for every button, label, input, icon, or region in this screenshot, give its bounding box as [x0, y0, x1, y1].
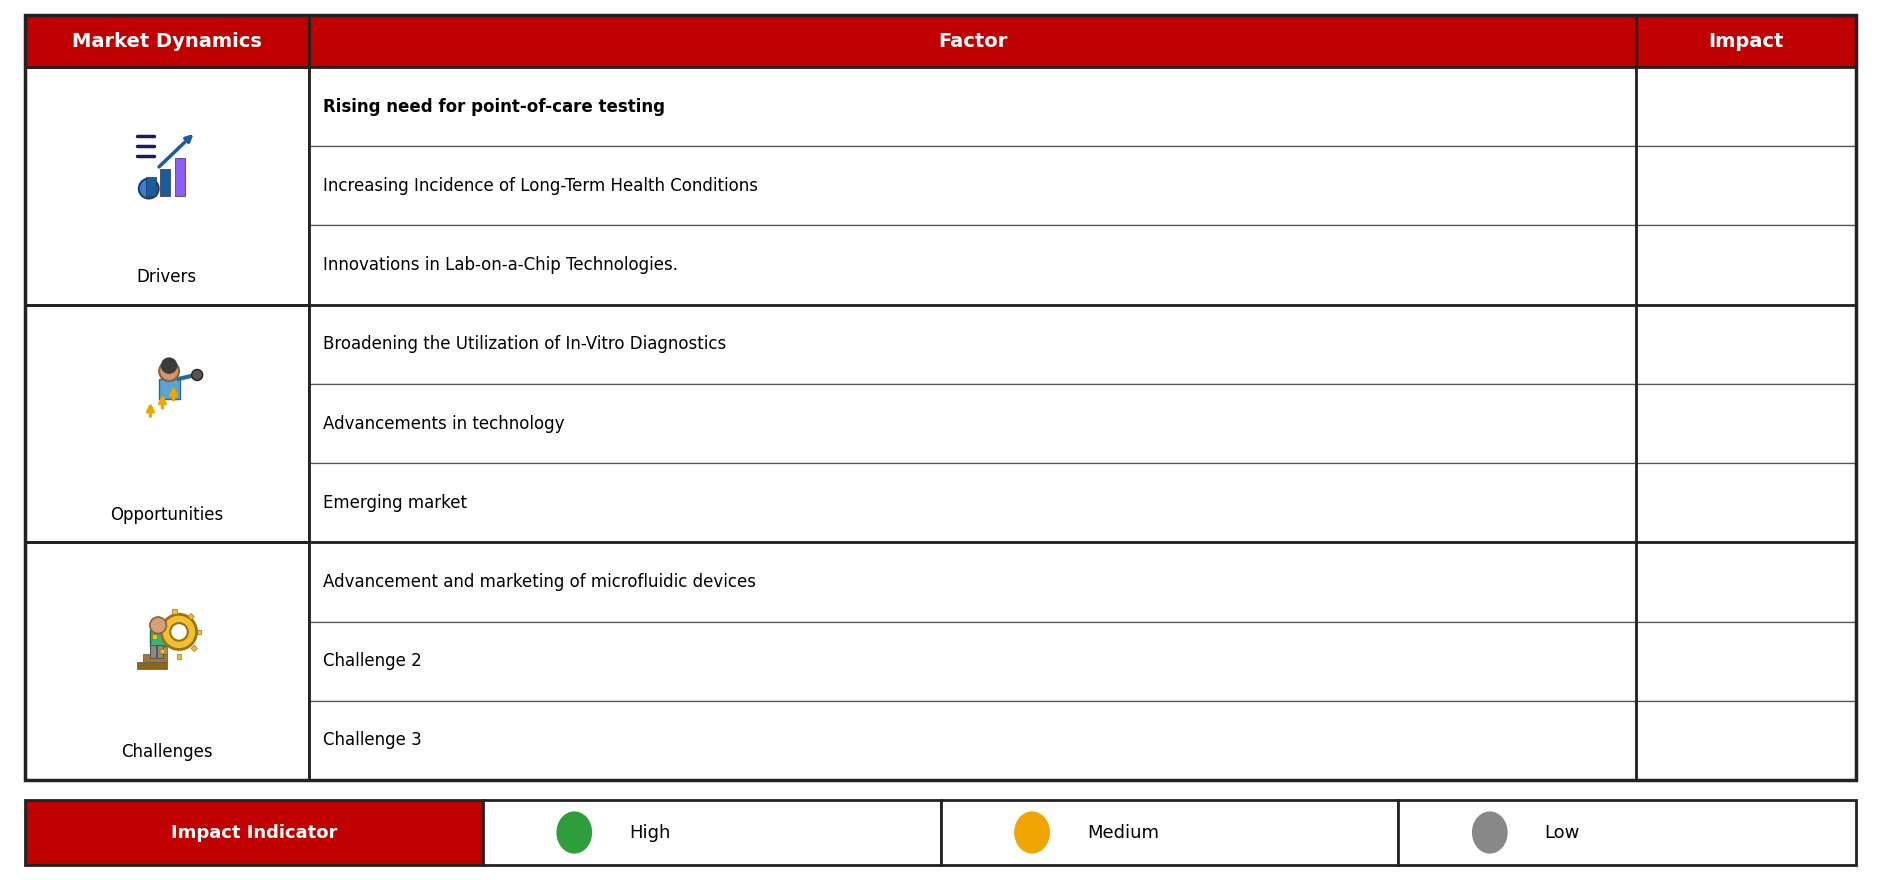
Bar — [24, 800, 483, 865]
Ellipse shape — [556, 811, 592, 854]
Text: Impact: Impact — [1707, 32, 1782, 50]
Text: Broadening the Utilization of In-Vitro Diagnostics: Broadening the Utilization of In-Vitro D… — [323, 335, 726, 353]
Bar — [308, 146, 1636, 225]
Bar — [308, 225, 1636, 304]
Text: Challenge 3: Challenge 3 — [323, 731, 421, 750]
Bar — [137, 662, 167, 670]
Bar — [1397, 800, 1856, 865]
Bar — [1636, 621, 1856, 700]
Bar — [173, 610, 177, 614]
Bar — [308, 384, 1636, 463]
Text: Advancements in technology: Advancements in technology — [323, 414, 564, 432]
Bar — [158, 379, 179, 399]
Ellipse shape — [1472, 811, 1508, 854]
Bar — [1636, 542, 1856, 621]
Text: Advancement and marketing of microfluidic devices: Advancement and marketing of microfluidi… — [323, 573, 756, 591]
Text: High: High — [630, 824, 671, 841]
Bar — [150, 646, 167, 654]
Circle shape — [162, 357, 177, 374]
Bar — [1636, 146, 1856, 225]
Bar — [156, 645, 162, 658]
Bar — [197, 630, 201, 634]
Ellipse shape — [1013, 811, 1049, 854]
Bar — [24, 67, 308, 304]
Circle shape — [139, 179, 158, 199]
Bar — [1636, 15, 1856, 67]
Circle shape — [162, 614, 197, 649]
Bar — [1636, 700, 1856, 780]
Bar — [192, 645, 197, 651]
Text: Rising need for point-of-care testing: Rising need for point-of-care testing — [323, 98, 664, 115]
Text: Increasing Incidence of Long-Term Health Conditions: Increasing Incidence of Long-Term Health… — [323, 177, 758, 194]
Circle shape — [160, 361, 179, 381]
Text: Factor: Factor — [938, 32, 1006, 50]
Bar — [24, 304, 308, 542]
Bar — [147, 177, 156, 196]
Bar — [150, 630, 165, 646]
Bar — [1636, 384, 1856, 463]
Bar — [24, 542, 308, 780]
Bar — [1636, 463, 1856, 542]
Circle shape — [192, 370, 203, 380]
Bar — [308, 463, 1636, 542]
Text: Market Dynamics: Market Dynamics — [71, 32, 261, 50]
Text: Opportunities: Opportunities — [111, 506, 224, 524]
Bar — [143, 654, 167, 662]
Bar — [150, 645, 156, 658]
Bar — [177, 655, 180, 659]
Text: Medium: Medium — [1087, 824, 1158, 841]
Text: Challenge 2: Challenge 2 — [323, 652, 421, 671]
Text: Low: Low — [1543, 824, 1579, 841]
Bar — [308, 304, 1636, 384]
Circle shape — [169, 623, 188, 641]
Bar — [308, 15, 1636, 67]
Text: Challenges: Challenges — [120, 744, 212, 761]
Text: Impact Indicator: Impact Indicator — [171, 824, 337, 841]
Bar — [156, 617, 162, 623]
Bar — [308, 621, 1636, 700]
Bar — [152, 634, 156, 639]
Bar — [188, 613, 194, 620]
Bar — [308, 700, 1636, 780]
Bar — [160, 169, 169, 196]
Text: Innovations in Lab-on-a-Chip Technologies.: Innovations in Lab-on-a-Chip Technologie… — [323, 256, 677, 274]
Bar — [1636, 304, 1856, 384]
Bar — [175, 158, 184, 196]
Bar — [1636, 67, 1856, 146]
Bar — [308, 542, 1636, 621]
Bar — [940, 800, 1397, 865]
Bar — [308, 67, 1636, 146]
Bar — [24, 15, 1856, 780]
Bar — [483, 800, 940, 865]
Text: Drivers: Drivers — [137, 268, 197, 286]
Bar — [160, 649, 165, 655]
Bar — [24, 15, 308, 67]
Circle shape — [150, 617, 165, 634]
Text: Emerging market: Emerging market — [323, 494, 466, 512]
Bar — [1636, 225, 1856, 304]
